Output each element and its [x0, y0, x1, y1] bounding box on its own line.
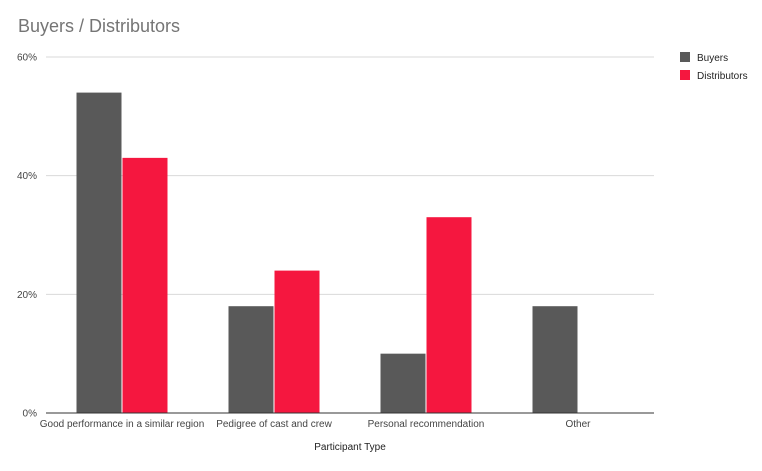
x-tick-label: Good performance in a similar region — [40, 419, 205, 430]
legend-swatch — [680, 70, 690, 80]
x-tick-label: Personal recommendation — [368, 419, 485, 430]
x-tick-label: Other — [565, 419, 591, 430]
bar-buyers — [532, 306, 578, 413]
legend-label: Buyers — [697, 53, 728, 64]
bars — [76, 92, 578, 413]
bar-buyers — [228, 306, 274, 413]
bar-buyers — [76, 92, 122, 413]
legend: Buyers Distributors — [680, 52, 748, 82]
y-tick-label: 60% — [17, 53, 37, 64]
x-axis-title: Participant Type — [314, 442, 386, 453]
legend-swatch — [680, 52, 690, 62]
bar-buyers — [380, 353, 426, 413]
x-axis-ticks: Good performance in a similar region Pedi… — [40, 419, 591, 430]
legend-label: Distributors — [697, 71, 748, 82]
bar-distributors — [426, 217, 472, 413]
bar-distributors — [274, 270, 320, 413]
x-tick-label: Pedigree of cast and crew — [216, 419, 332, 430]
y-tick-label: 0% — [23, 409, 38, 420]
chart-title: Buyers / Distributors — [18, 16, 181, 36]
y-axis-ticks: 0% 20% 40% 60% — [17, 53, 37, 420]
bar-distributors — [122, 157, 168, 413]
y-tick-label: 20% — [17, 290, 37, 301]
y-tick-label: 40% — [17, 171, 37, 182]
